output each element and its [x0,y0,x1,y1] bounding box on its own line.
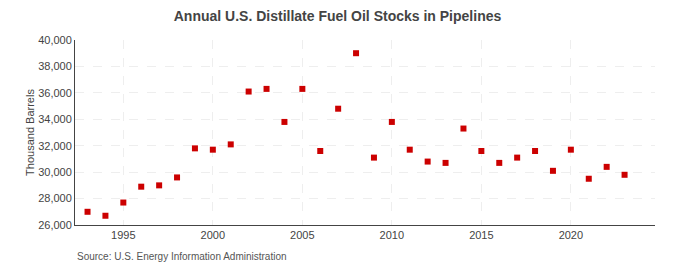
svg-text:Annual U.S. Distillate Fuel Oi: Annual U.S. Distillate Fuel Oil Stocks i… [174,8,502,24]
svg-text:2015: 2015 [469,229,493,241]
svg-text:34,000: 34,000 [38,113,72,125]
svg-text:2020: 2020 [559,229,583,241]
svg-text:2010: 2010 [380,229,404,241]
svg-text:30,000: 30,000 [38,166,72,178]
svg-text:Thousand Barrels: Thousand Barrels [24,89,36,176]
svg-text:28,000: 28,000 [38,192,72,204]
svg-text:40,000: 40,000 [38,34,72,46]
svg-text:2005: 2005 [290,229,314,241]
svg-text:36,000: 36,000 [38,87,72,99]
svg-text:32,000: 32,000 [38,140,72,152]
svg-text:38,000: 38,000 [38,60,72,72]
svg-text:Source: U.S. Energy Informatio: Source: U.S. Energy Information Administ… [77,251,287,262]
svg-text:1995: 1995 [111,229,135,241]
svg-text:2000: 2000 [201,229,225,241]
svg-text:26,000: 26,000 [38,219,72,231]
